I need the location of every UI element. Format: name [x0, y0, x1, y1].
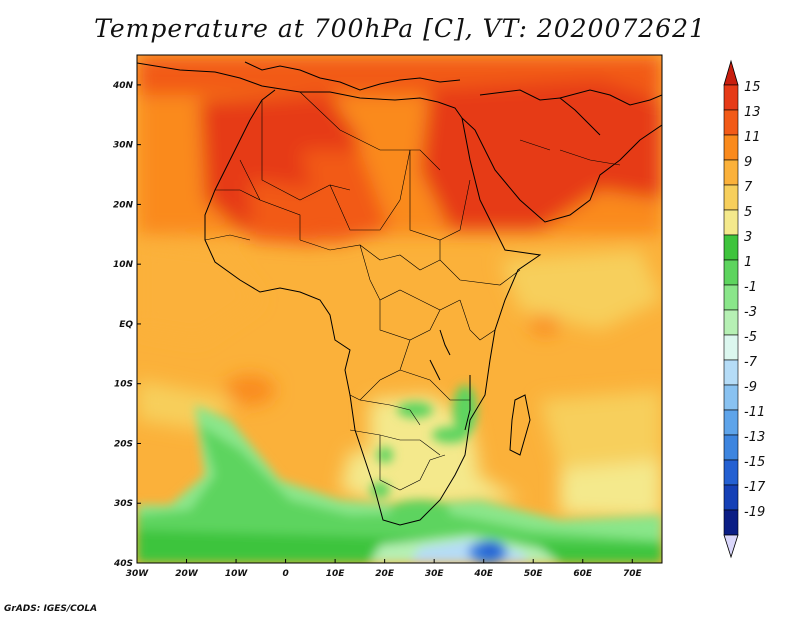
- colorbar-swatch: [723, 209, 739, 236]
- colorbar-top-arrow: [723, 59, 739, 86]
- colorbar-swatch: [723, 434, 739, 461]
- y-axis-ticks: 40N 30N 20N 10N EQ 10S 20S 30S 40S: [112, 81, 141, 569]
- colorbar-label: 3: [744, 230, 752, 245]
- colorbar-swatch: [723, 509, 739, 536]
- colorbar-swatch: [723, 284, 739, 311]
- colorbar-swatch: [723, 334, 739, 361]
- x-tick-label: 10W: [225, 569, 249, 579]
- colorbar-label: -11: [744, 405, 765, 420]
- y-tick-label: 30N: [113, 141, 134, 151]
- x-tick-label: 40E: [473, 569, 494, 579]
- colorbar-swatch: [723, 184, 739, 211]
- y-tick-label: 20S: [114, 439, 133, 449]
- colorbar-swatch: [723, 384, 739, 411]
- colorbar-label: 5: [744, 205, 752, 220]
- temperature-field: [137, 55, 662, 563]
- plot-frame: [136, 54, 663, 564]
- colorbar-label: -3: [744, 305, 757, 320]
- colorbar-swatch: [723, 259, 739, 286]
- colorbar-label: -9: [744, 380, 757, 395]
- x-tick-label: 30E: [425, 569, 445, 579]
- x-axis-ticks: 30W 20W 10W 0 10E 20E 30E 40E 50E 60E 70E: [126, 559, 643, 579]
- colorbar-label: -5: [744, 330, 757, 345]
- y-tick-label: 10S: [114, 380, 133, 390]
- colorbar-label: 13: [744, 105, 761, 120]
- x-tick-label: 0: [282, 569, 288, 579]
- y-tick-label: 10N: [113, 260, 134, 270]
- colorbar-swatch: [723, 484, 739, 511]
- y-tick-label: EQ: [119, 320, 133, 330]
- colorbar-swatch: [723, 359, 739, 386]
- coastlines: [137, 61, 662, 526]
- colorbar-label: -15: [744, 455, 765, 470]
- colorbar-swatch: [723, 134, 739, 161]
- colorbar-swatch: [723, 84, 739, 111]
- x-tick-label: 10E: [326, 569, 346, 579]
- colorbar-label: -17: [744, 480, 766, 495]
- x-tick-label: 70E: [623, 569, 643, 579]
- colorbar-swatch: [723, 459, 739, 486]
- x-tick-label: 20W: [175, 569, 199, 579]
- colorbar-label: 1: [744, 255, 752, 270]
- x-tick-label: 50E: [524, 569, 544, 579]
- colorbar-swatch: [723, 409, 739, 436]
- y-tick-label: 20N: [113, 200, 134, 210]
- colorbar-label: -1: [744, 280, 757, 295]
- country-borders: [204, 91, 621, 491]
- x-tick-label: 60E: [573, 569, 593, 579]
- map-title: Temperature at 700hPa [C], VT: 202007262…: [94, 14, 706, 43]
- y-tick-label: 40N: [112, 81, 134, 91]
- colorbar-label: 7: [744, 180, 753, 195]
- colorbar-label: -19: [744, 505, 765, 520]
- colorbar-label: 11: [744, 130, 761, 145]
- colorbar-label: 15: [744, 80, 761, 95]
- colorbar-label: 9: [744, 155, 752, 170]
- y-tick-label: 30S: [114, 499, 133, 509]
- x-tick-label: 20E: [375, 569, 395, 579]
- y-tick-label: 40S: [113, 559, 133, 569]
- colorbar-legend: 15 13 11 9 7 5 3 1 -1 -3 -5 -7 -9 -11 -13 -15 -17 -19: [723, 59, 766, 559]
- colorbar-swatch: [723, 159, 739, 186]
- colorbar-label: -7: [744, 355, 758, 370]
- colorbar-bottom-arrow: [723, 534, 739, 559]
- colorbar-swatch: [723, 234, 739, 261]
- grads-credit: GrADS: IGES/COLA: [4, 604, 98, 614]
- colorbar-swatch: [723, 309, 739, 336]
- x-tick-label: 30W: [126, 569, 150, 579]
- colorbar-label: -13: [744, 430, 765, 445]
- colorbar-swatch: [723, 109, 739, 136]
